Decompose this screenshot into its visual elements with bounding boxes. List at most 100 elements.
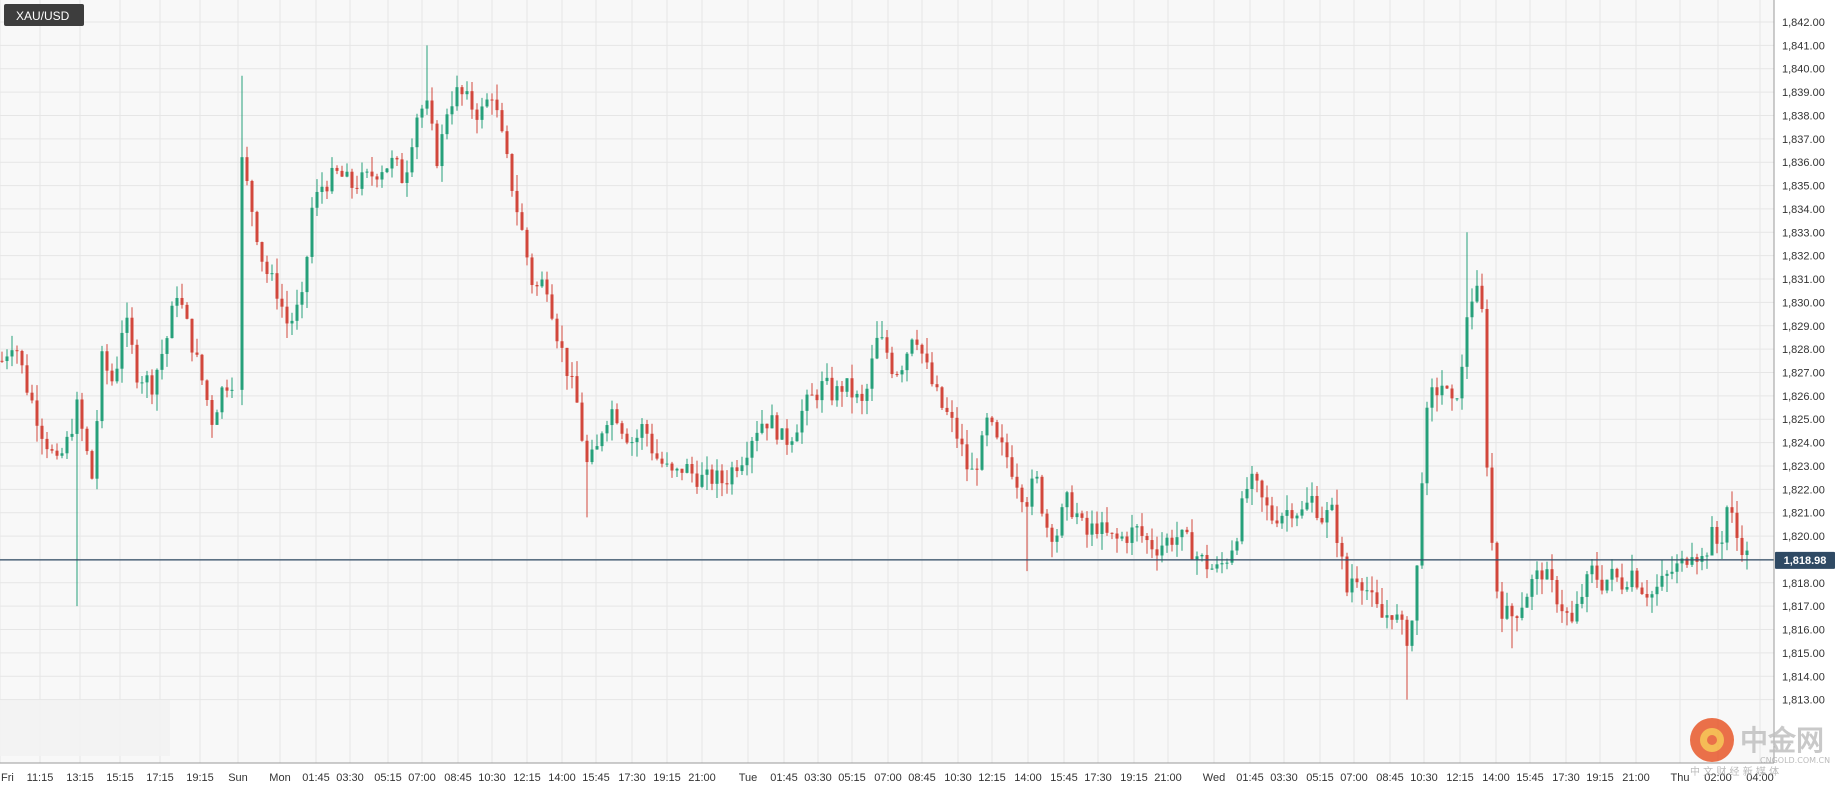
candle-body — [1665, 573, 1669, 576]
candle-body — [280, 298, 284, 307]
candle-body — [220, 387, 224, 413]
candle-body — [970, 468, 974, 470]
time-tick-label: 08:45 — [908, 772, 936, 784]
candle-body — [1080, 513, 1084, 518]
candle-body — [1160, 545, 1164, 556]
candle-body — [135, 344, 139, 383]
candle-body — [1510, 605, 1514, 617]
candle-body — [1155, 549, 1159, 556]
candle-body — [1285, 510, 1289, 516]
candle-body — [725, 483, 729, 485]
candle-body — [35, 400, 39, 426]
time-tick-label: 14:00 — [1014, 772, 1042, 784]
candle-body — [1565, 611, 1569, 613]
candle-body — [465, 91, 469, 95]
candle-body — [1235, 541, 1239, 551]
candle-body — [1615, 568, 1619, 578]
time-tick-label: 12:15 — [513, 772, 541, 784]
candle-body — [345, 171, 349, 177]
candle-body — [25, 365, 29, 393]
candle-body — [1035, 476, 1039, 479]
candle-body — [1335, 504, 1339, 543]
candle-body — [985, 417, 989, 436]
candle-body — [565, 347, 569, 376]
candle-body — [230, 389, 234, 391]
candle-body — [1215, 564, 1219, 569]
candle-body — [1270, 505, 1274, 521]
candle-body — [905, 353, 909, 371]
candle-body — [540, 279, 544, 287]
candle-body — [585, 440, 589, 463]
price-tick-label: 1,840.00 — [1782, 64, 1825, 76]
candle-body — [330, 167, 334, 192]
candle-body — [1180, 529, 1184, 538]
candle-body — [935, 384, 939, 388]
candle-body — [775, 415, 779, 440]
candle-body — [920, 344, 924, 354]
candle-body — [1115, 533, 1119, 539]
time-tick-label: 04:00 — [1746, 772, 1774, 784]
candle-body — [895, 374, 899, 376]
time-axis: Fri 11:15 13:15 15:15 17:15 19:15 Sun Mon 01:45 0… — [1, 772, 1774, 784]
candle-body — [1470, 301, 1474, 318]
candle-body — [1220, 563, 1224, 565]
candle-body — [1225, 562, 1229, 564]
candle-body — [855, 393, 859, 398]
candle-body — [1570, 612, 1574, 622]
plot-area — [0, 0, 1774, 763]
candle-body — [1340, 542, 1344, 557]
candle-body — [1635, 570, 1639, 588]
symbol-badge[interactable]: XAU/USD — [4, 4, 84, 26]
candle-body — [1240, 498, 1244, 542]
time-tick-label: 12:15 — [1446, 772, 1474, 784]
candle-body — [1375, 592, 1379, 605]
price-tick-label: 1,826.00 — [1782, 391, 1825, 403]
time-tick-label: 08:45 — [1376, 772, 1404, 784]
candle-body — [825, 377, 829, 382]
candle-body — [1255, 473, 1259, 481]
price-tick-label: 1,822.00 — [1782, 484, 1825, 496]
candle-body — [1515, 616, 1519, 618]
time-tick-label: 17:30 — [1552, 772, 1580, 784]
candles — [0, 45, 1749, 700]
candle-body — [305, 256, 309, 293]
price-tick-label: 1,833.00 — [1782, 227, 1825, 239]
candle-body — [1650, 594, 1654, 598]
time-tick-label: 12:15 — [978, 772, 1006, 784]
candle-body — [470, 91, 474, 110]
candle-body — [390, 157, 394, 169]
candle-body — [1365, 590, 1369, 592]
candle-body — [1325, 510, 1329, 523]
candle-body — [125, 317, 129, 333]
candle-body — [1675, 563, 1679, 572]
time-tick-label: 11:15 — [27, 772, 54, 784]
price-tick-label: 1,830.00 — [1782, 297, 1825, 309]
candle-body — [375, 176, 379, 180]
candle-body — [700, 474, 704, 487]
candle-body — [245, 157, 249, 182]
candle-body — [370, 171, 374, 177]
candle-body — [1040, 476, 1044, 514]
candle-body — [155, 369, 159, 395]
time-tick-label: 14:00 — [548, 772, 576, 784]
candle-body — [1475, 285, 1479, 302]
candle-body — [925, 353, 929, 363]
candle-body — [1010, 457, 1014, 477]
candle-body — [1050, 527, 1054, 542]
candle-body — [1015, 476, 1019, 488]
candle-body — [1580, 596, 1584, 604]
candle-body — [510, 154, 514, 191]
grid — [0, 0, 1774, 763]
candle-body — [600, 433, 604, 447]
candle-body — [1395, 614, 1399, 620]
time-tick-label: 02:00 — [1704, 772, 1732, 784]
candle-body — [930, 362, 934, 385]
candle-body — [515, 190, 519, 213]
time-tick-label: Thu — [1671, 772, 1690, 784]
candle-body — [1190, 532, 1194, 560]
price-tick-label: 1,825.00 — [1782, 414, 1825, 426]
candle-body — [1355, 578, 1359, 583]
time-tick-label: 05:15 — [374, 772, 402, 784]
candle-body — [1660, 575, 1664, 587]
